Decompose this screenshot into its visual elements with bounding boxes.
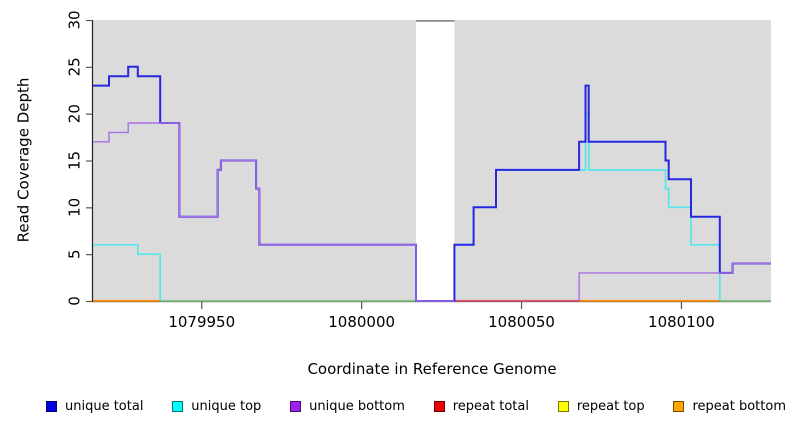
x-axis-label: Coordinate in Reference Genome (307, 360, 557, 378)
x-tick-label: 1080050 (488, 313, 555, 331)
y-tick-label: 0 (66, 296, 84, 306)
legend-swatch-icon (433, 401, 445, 412)
legend-item-repeat-bottom: repeat bottom (673, 399, 786, 414)
legend-label: unique top (191, 399, 262, 414)
legend-label: repeat top (576, 399, 645, 414)
masked-region (416, 21, 455, 301)
legend-item-repeat-top: repeat top (557, 399, 645, 414)
y-tick-label: 15 (66, 151, 84, 170)
legend-item-unique-total: unique total (46, 399, 143, 414)
x-tick-label: 1079950 (168, 313, 235, 331)
legend-label: unique total (65, 399, 144, 414)
legend-label: repeat total (452, 399, 529, 414)
legend-label: repeat bottom (692, 399, 786, 414)
legend-label: unique bottom (309, 399, 405, 414)
legend-item-unique-top: unique top (172, 399, 261, 414)
x-tick-label: 1080100 (648, 313, 715, 331)
legend-swatch-icon (673, 401, 685, 412)
legend-swatch-icon (290, 401, 302, 412)
unique-total-line (93, 65, 771, 302)
unique-bottom-line (93, 122, 455, 302)
unique-bottom-line (578, 262, 771, 301)
y-tick-label: 5 (66, 249, 84, 259)
y-axis-label: Read Coverage Depth (14, 77, 33, 243)
y-tick-label: 25 (66, 57, 84, 76)
y-tick-label: 20 (66, 104, 84, 123)
legend-item-unique-bottom: unique bottom (290, 399, 405, 414)
legend-item-repeat-total: repeat total (433, 399, 529, 414)
y-tick-label: 10 (66, 198, 84, 217)
legend-swatch-icon (46, 401, 57, 412)
legend: unique total unique top unique bottom repea… (46, 399, 786, 414)
y-tick-label: 30 (66, 10, 84, 29)
legend-swatch-icon (172, 401, 184, 412)
x-tick-label: 1080000 (328, 313, 395, 331)
unique-top-line (93, 243, 162, 301)
legend-swatch-icon (557, 401, 569, 412)
